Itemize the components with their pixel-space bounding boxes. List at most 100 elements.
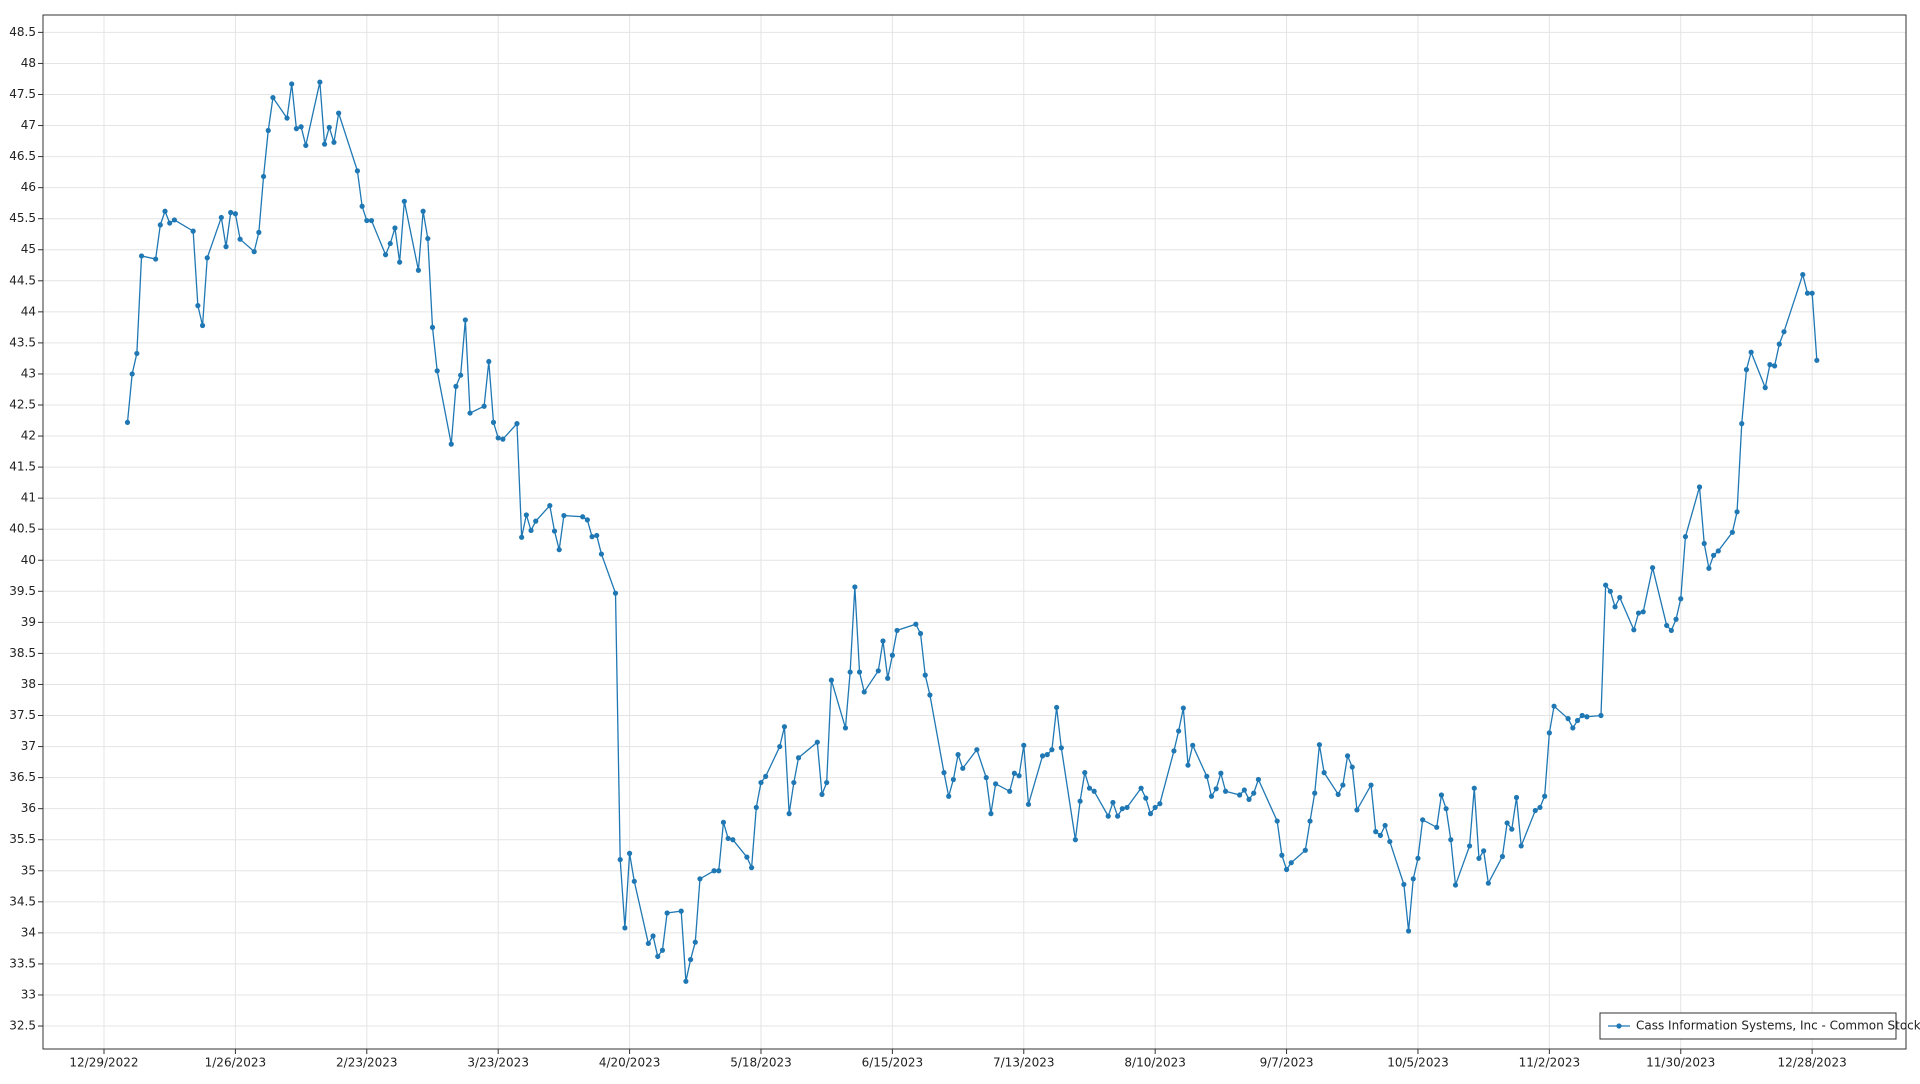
data-point <box>138 253 145 259</box>
data-point <box>228 209 234 216</box>
x-tick-label: 12/28/2023 <box>1778 1056 1847 1070</box>
data-point <box>913 621 919 627</box>
data-point <box>1715 548 1721 554</box>
data-point <box>1007 788 1013 794</box>
data-point <box>594 532 600 539</box>
data-point <box>1434 824 1440 830</box>
data-point <box>1537 804 1543 811</box>
data-point <box>598 551 605 557</box>
data-point <box>1086 785 1093 791</box>
data-point <box>1340 782 1346 788</box>
data-point <box>547 503 553 509</box>
y-tick-label: 32.5 <box>9 1019 36 1033</box>
data-point <box>1377 832 1384 838</box>
data-point <box>514 421 520 427</box>
data-point <box>1499 853 1506 860</box>
data-point <box>1781 329 1787 335</box>
y-tick-label: 38.5 <box>9 646 36 660</box>
data-point <box>1307 818 1313 824</box>
y-tick-label: 41 <box>21 491 36 505</box>
data-point <box>748 865 755 871</box>
data-point <box>1190 742 1196 748</box>
y-tick-label: 44.5 <box>9 273 36 287</box>
data-point <box>1237 792 1243 798</box>
data-point <box>983 775 989 781</box>
data-point <box>293 126 300 132</box>
data-point <box>1565 716 1571 722</box>
data-point <box>1485 880 1491 886</box>
data-point <box>284 115 290 121</box>
data-point <box>1448 837 1454 843</box>
data-point <box>1640 609 1646 615</box>
data-point <box>1410 876 1416 882</box>
data-point <box>1743 367 1750 373</box>
y-tick-label: 45 <box>21 242 36 256</box>
data-point <box>819 791 825 797</box>
data-point <box>1222 788 1229 794</box>
data-point <box>1316 742 1323 748</box>
data-point <box>1354 807 1360 813</box>
data-point <box>467 410 473 416</box>
data-point <box>885 675 891 681</box>
data-point <box>251 249 257 255</box>
x-tick-label: 1/26/2023 <box>205 1056 267 1070</box>
data-point <box>1532 807 1538 814</box>
y-tick-label: 40.5 <box>9 522 36 536</box>
data-point <box>303 142 309 149</box>
x-tick-label: 7/13/2023 <box>993 1056 1055 1070</box>
y-tick-label: 43.5 <box>9 335 36 349</box>
data-point <box>1176 728 1182 734</box>
data-point <box>1011 770 1017 776</box>
data-point <box>824 779 830 786</box>
data-point <box>1110 799 1116 806</box>
data-point <box>223 244 229 250</box>
data-point <box>256 229 262 235</box>
data-point <box>697 876 703 882</box>
y-tick-label: 35.5 <box>9 832 36 846</box>
data-point <box>1218 770 1224 776</box>
data-point <box>1800 271 1806 278</box>
data-point <box>1452 882 1459 888</box>
data-point <box>326 124 332 131</box>
data-point <box>1466 843 1473 849</box>
data-point <box>791 779 797 786</box>
data-point <box>1574 717 1581 724</box>
data-point <box>232 211 239 217</box>
data-point <box>730 837 736 843</box>
data-point <box>1105 813 1111 819</box>
data-point <box>1584 714 1590 720</box>
y-tick-label: 43 <box>21 366 36 380</box>
data-point <box>1696 484 1703 490</box>
legend-label: Cass Information Systems, Inc - Common S… <box>1636 1019 1920 1033</box>
y-tick-label: 38 <box>21 677 36 691</box>
data-point <box>861 689 867 695</box>
data-point <box>561 512 567 519</box>
data-point <box>1124 804 1130 811</box>
y-tick-label: 33.5 <box>9 956 36 970</box>
data-point <box>1171 748 1177 754</box>
data-point <box>1635 610 1642 616</box>
data-point <box>551 528 558 534</box>
data-point <box>875 668 881 674</box>
data-point <box>1415 855 1421 861</box>
data-point <box>1138 785 1144 791</box>
data-point <box>781 724 788 730</box>
data-point <box>204 255 210 261</box>
data-point <box>1054 704 1060 711</box>
data-point <box>453 383 459 389</box>
data-point <box>523 512 529 518</box>
y-tick-label: 46 <box>21 180 36 194</box>
data-point <box>359 203 365 209</box>
data-point <box>1157 801 1163 807</box>
data-point <box>1701 540 1707 547</box>
data-point <box>481 403 487 409</box>
y-tick-label: 41.5 <box>9 460 36 474</box>
data-point <box>392 225 398 231</box>
data-point <box>1091 788 1097 794</box>
data-point <box>692 939 698 945</box>
y-tick-label: 35 <box>21 863 36 877</box>
plot-frame <box>42 14 1907 1050</box>
data-point <box>763 773 769 779</box>
x-tick-label: 11/30/2023 <box>1646 1056 1715 1070</box>
data-point <box>1147 811 1154 817</box>
